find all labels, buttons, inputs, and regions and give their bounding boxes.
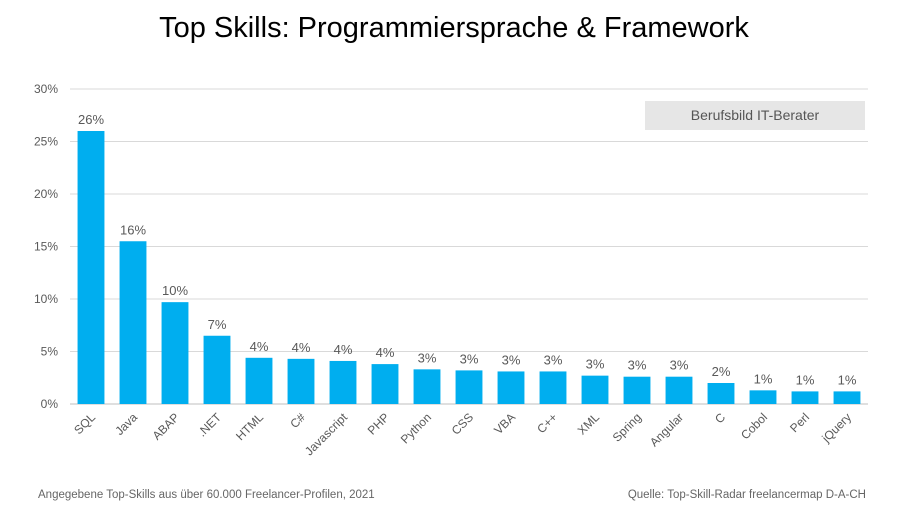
bar [623, 376, 651, 404]
x-tick-label: XML [575, 410, 603, 438]
footer-source: Quelle: Top-Skill-Radar freelancermap D-… [627, 489, 866, 501]
data-label: 3% [628, 358, 647, 373]
data-label: 3% [502, 352, 521, 367]
data-label: 3% [544, 352, 563, 367]
x-tick-label: HTML [233, 410, 266, 443]
data-label: 4% [334, 342, 353, 357]
y-tick-label: 20% [34, 187, 58, 201]
bar [329, 360, 357, 404]
x-tick-label: Python [398, 410, 434, 446]
footer-note: Angegebene Top-Skills aus über 60.000 Fr… [38, 489, 375, 501]
data-label: 3% [586, 357, 605, 372]
category-badge: Berufsbild IT-Berater [645, 101, 865, 130]
bar [77, 131, 105, 404]
bar [749, 390, 777, 404]
x-tick-label: C# [287, 410, 308, 431]
bar [161, 302, 189, 404]
y-tick-label: 15% [34, 240, 58, 254]
x-tick-label: Cobol [738, 410, 770, 442]
x-tick-label: VBA [491, 410, 518, 437]
data-label: 7% [208, 317, 227, 332]
data-label: 26% [78, 112, 104, 127]
y-tick-label: 30% [34, 82, 58, 96]
data-label: 3% [460, 351, 479, 366]
x-tick-label: Javascript [302, 410, 351, 459]
chart-title: Top Skills: Programmiersprache & Framewo… [159, 12, 749, 44]
x-tick-label: Java [112, 410, 140, 438]
bar [539, 371, 567, 404]
data-label: 1% [796, 372, 815, 387]
y-tick-label: 25% [34, 135, 58, 149]
bar [455, 370, 483, 404]
bar [665, 376, 693, 404]
data-label: 10% [162, 283, 188, 298]
bar [203, 335, 231, 404]
bar [497, 371, 525, 404]
bar [287, 358, 315, 404]
x-tick-label: .NET [195, 410, 225, 440]
x-tick-label: C [712, 410, 728, 426]
bar [581, 375, 609, 404]
y-tick-label: 10% [34, 292, 58, 306]
data-label: 16% [120, 222, 146, 237]
data-label: 3% [418, 350, 437, 365]
x-tick-label: C++ [534, 410, 560, 436]
bar [119, 241, 147, 404]
x-tick-label: CSS [449, 410, 476, 437]
bar [245, 357, 273, 404]
y-tick-label: 5% [41, 345, 59, 359]
data-label: 4% [250, 339, 269, 354]
x-tick-label: ABAP [150, 410, 183, 443]
data-label: 2% [712, 364, 731, 379]
data-label: 3% [670, 358, 689, 373]
data-label: 1% [754, 371, 773, 386]
bar [413, 369, 441, 404]
bar [833, 391, 861, 404]
data-label: 1% [838, 372, 857, 387]
x-tick-label: Perl [787, 410, 812, 435]
data-label: 4% [376, 345, 395, 360]
x-tick-label: jQuery [819, 410, 855, 446]
x-tick-label: Spring [610, 410, 644, 444]
bar [707, 383, 735, 404]
x-tick-label: SQL [71, 410, 98, 437]
data-label: 4% [292, 340, 311, 355]
bar [371, 364, 399, 404]
x-tick-label: Angular [647, 410, 686, 449]
bar [791, 391, 819, 404]
y-tick-label: 0% [41, 397, 59, 411]
x-tick-label: PHP [365, 410, 392, 437]
